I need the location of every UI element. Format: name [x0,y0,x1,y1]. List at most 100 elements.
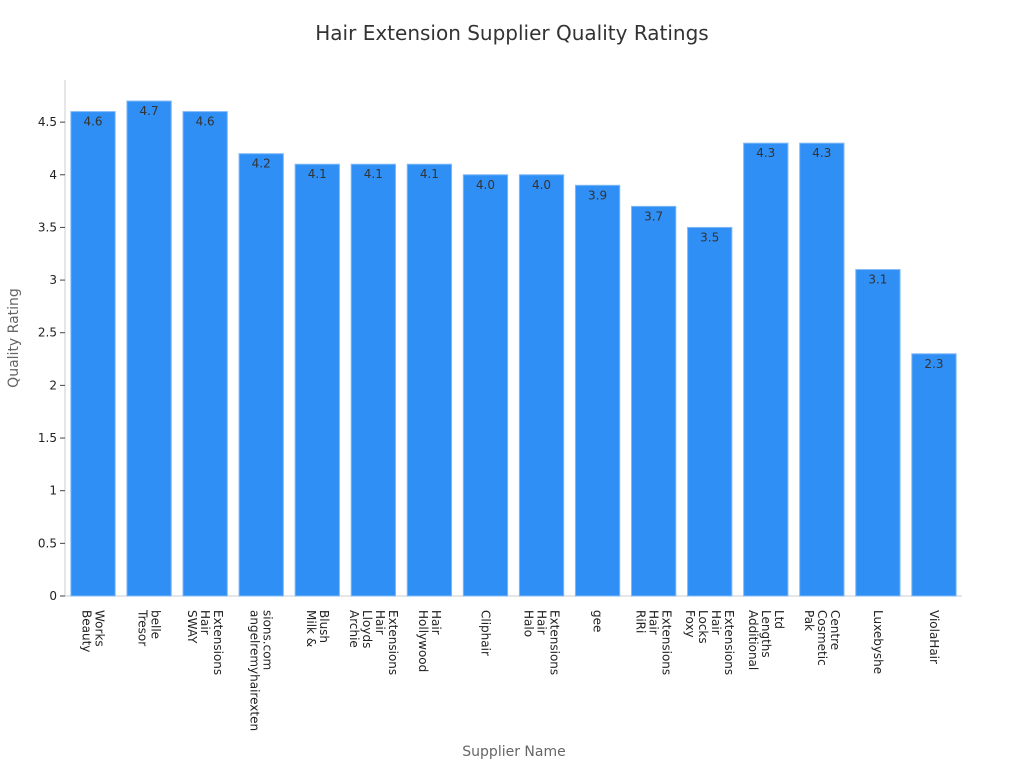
x-tick-label: Cosmetic [815,610,829,666]
x-tick-label: Milk & [304,610,318,647]
bar-value-label: 3.7 [644,209,663,223]
x-tick-label-group: Tresor belle [136,609,163,646]
x-tick-label: Hair [647,610,661,635]
bar [294,163,340,597]
bar-value-label: 4.0 [476,178,495,192]
y-tick-label: 2 [49,378,57,392]
x-tick-label: Extensions [548,610,562,675]
bar [238,153,284,597]
x-tick-label: gee [591,610,605,632]
bar [799,142,845,597]
bar [631,205,677,597]
y-axis-label: Quality Rating [6,288,22,388]
x-tick-label-group: Additional Lengths Ltd [746,610,786,670]
x-tick-label: Blush [317,610,331,643]
bar-value-label: 4.2 [252,157,271,171]
bars [70,100,957,597]
x-tick-label: Works [93,610,107,647]
bar [70,111,116,597]
bar [855,269,901,597]
x-tick-label-group: Luxebyshe [871,610,885,674]
bar-value-label: 4.6 [83,115,102,129]
x-tick-label: Additional [746,610,760,670]
bar-value-label: 4.0 [532,178,551,192]
x-tick-label-group: Beauty Works [80,610,107,652]
x-tick-label: Extensions [211,610,225,675]
bar [462,174,509,597]
x-tick-label-group: Cliphair [478,610,492,656]
bar [182,111,228,597]
bar [406,163,453,597]
x-tick-label: Beauty [80,610,94,652]
bar-value-label: 3.1 [868,273,887,287]
bar-value-label: 2.3 [924,357,943,371]
bar-value-label: 3.5 [700,230,719,244]
x-tick-label-group: gee [591,610,605,632]
bar-value-label: 4.7 [140,104,159,118]
x-tick-label-group: angelremyhairexten sions.com [248,610,275,731]
y-tick-label: 1 [49,484,57,498]
bar [911,353,957,597]
x-tick-label: ViolaHair [927,610,941,664]
bar [350,163,396,597]
x-tick-label-group: Hollywood Hair [416,610,443,672]
x-tick-label: Extensions [660,610,674,675]
x-tick-label: Lloyds [360,610,374,648]
x-tick-label: Ltd [772,610,786,629]
x-tick-label: sions.com [261,610,275,670]
bar-value-label: 3.9 [588,188,607,202]
bar [518,174,565,597]
bar-value-label: 4.3 [812,146,831,160]
x-tick-label: RiRi [634,610,648,633]
x-tick-label: Hair [429,610,443,635]
x-tick-label: SWAY [185,610,199,644]
x-tick-label: Hair [535,610,549,635]
y-tick-label: 0.5 [38,536,57,550]
y-tick-label: 0 [49,589,57,603]
y-axis: 0 0.5 1 1.5 2 2.5 3 3.5 4 4.5 [38,80,66,603]
bar [574,184,621,597]
x-tick-label-group: ViolaHair [927,610,941,664]
x-tick-label: Lengths [759,610,773,658]
chart-title: Hair Extension Supplier Quality Ratings [315,21,708,45]
x-tick-label: belle [149,610,163,639]
bar-value-label: 4.1 [420,167,439,181]
bar-value-label: 4.6 [196,115,215,129]
bar [126,100,172,597]
x-tick-label: Locks [696,610,710,644]
bar [687,226,733,597]
x-axis-label: Supplier Name [462,744,565,760]
x-tick-label: Pak [802,610,816,631]
x-tick-label: Hair [198,610,212,635]
x-tick-label: Halo [522,610,536,637]
bar-value-label: 4.1 [308,167,327,181]
x-tick-label: Extensions [386,610,400,675]
x-tick-label: Extensions [722,610,736,675]
x-tick-label-group: SWAY Hair Extensions [185,610,225,675]
x-tick-label: Tresor [136,609,150,646]
x-tick-label: Archie [347,610,361,648]
x-tick-label: Hair [709,610,723,635]
y-tick-label: 4.5 [38,115,57,129]
x-tick-label: Cliphair [478,610,492,656]
y-tick-label: 1.5 [38,431,57,445]
x-tick-label-group: Halo Hair Extensions [522,610,562,675]
x-tick-label: Hair [373,610,387,635]
x-tick-label: Foxy [683,610,697,638]
x-tick-label-group: Pak Cosmetic Centre [802,610,842,666]
y-tick-label: 4 [49,168,57,182]
x-tick-label-group: Archie Lloyds Hair Extensions [347,610,400,675]
y-tick-label: 3.5 [38,220,57,234]
x-tick-label: Centre [828,610,842,650]
bar [743,142,789,597]
data-labels: 4.6 4.7 4.6 4.2 4.1 4.1 4.1 4.0 4.0 3.9 3.7 3.5 4.3 4… [83,104,943,371]
category-labels: Beauty Works Tresor belle SWAY Hair Extensions… [80,609,941,731]
bar-value-label: 4.3 [756,146,775,160]
x-tick-label: Hollywood [416,610,430,672]
y-tick-label: 3 [49,273,57,287]
x-tick-label: angelremyhairexten [248,610,262,731]
x-tick-label-group: Milk & Blush [304,610,331,647]
bar-value-label: 4.1 [364,167,383,181]
